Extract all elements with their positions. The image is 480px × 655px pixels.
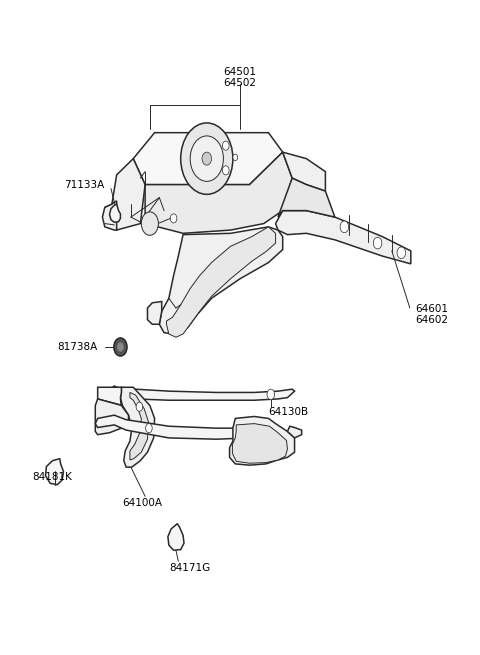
Polygon shape bbox=[159, 227, 283, 334]
Polygon shape bbox=[168, 523, 184, 550]
Polygon shape bbox=[283, 152, 325, 191]
Text: 64100A: 64100A bbox=[123, 498, 163, 508]
Polygon shape bbox=[105, 386, 295, 400]
Text: 84181K: 84181K bbox=[33, 472, 72, 482]
Polygon shape bbox=[112, 159, 145, 230]
Polygon shape bbox=[167, 227, 276, 337]
Circle shape bbox=[136, 402, 143, 411]
Polygon shape bbox=[133, 133, 283, 185]
Circle shape bbox=[141, 212, 158, 235]
Circle shape bbox=[397, 247, 406, 259]
Circle shape bbox=[114, 338, 127, 356]
Circle shape bbox=[222, 141, 229, 150]
Circle shape bbox=[340, 221, 348, 233]
Polygon shape bbox=[96, 415, 268, 440]
Circle shape bbox=[222, 166, 229, 175]
Text: 64601
64602: 64601 64602 bbox=[416, 304, 448, 326]
Polygon shape bbox=[130, 392, 148, 460]
Text: 64501
64502: 64501 64502 bbox=[224, 67, 256, 88]
Circle shape bbox=[373, 237, 382, 249]
Text: 84171G: 84171G bbox=[169, 563, 211, 572]
Polygon shape bbox=[102, 201, 117, 230]
Polygon shape bbox=[109, 204, 120, 222]
Circle shape bbox=[267, 389, 275, 400]
Circle shape bbox=[233, 154, 238, 160]
Polygon shape bbox=[229, 417, 295, 465]
Circle shape bbox=[117, 342, 124, 352]
Polygon shape bbox=[288, 426, 301, 438]
Polygon shape bbox=[145, 152, 292, 233]
Polygon shape bbox=[97, 387, 122, 409]
Circle shape bbox=[170, 214, 177, 223]
Text: 71133A: 71133A bbox=[64, 179, 105, 189]
Polygon shape bbox=[278, 178, 335, 217]
Circle shape bbox=[145, 424, 152, 433]
Polygon shape bbox=[232, 424, 288, 463]
Circle shape bbox=[180, 123, 233, 195]
Polygon shape bbox=[276, 211, 411, 264]
Polygon shape bbox=[46, 458, 63, 485]
Text: 81738A: 81738A bbox=[57, 342, 97, 352]
Circle shape bbox=[190, 136, 223, 181]
Polygon shape bbox=[120, 387, 155, 467]
Polygon shape bbox=[147, 301, 162, 324]
Polygon shape bbox=[96, 399, 129, 435]
Text: 64130B: 64130B bbox=[268, 407, 309, 417]
Circle shape bbox=[202, 152, 212, 165]
